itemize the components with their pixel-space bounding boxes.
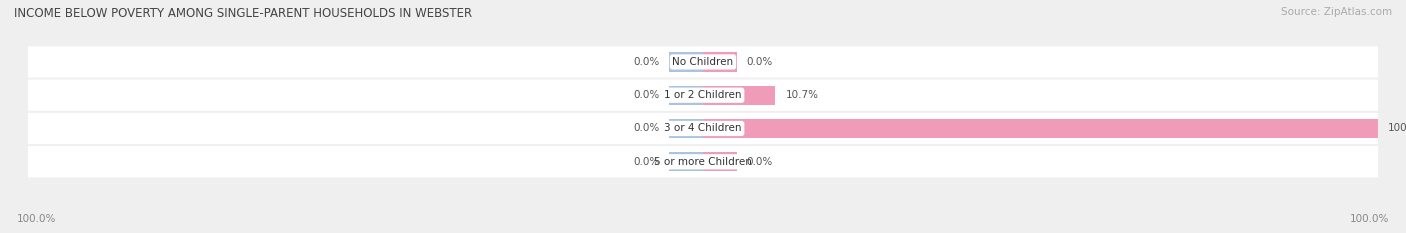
Bar <box>703 86 775 105</box>
Bar <box>703 152 737 171</box>
Bar <box>669 119 703 138</box>
Text: No Children: No Children <box>672 57 734 67</box>
Text: 1 or 2 Children: 1 or 2 Children <box>664 90 742 100</box>
Bar <box>669 152 703 171</box>
Text: 100.0%: 100.0% <box>1388 123 1406 134</box>
Text: 5 or more Children: 5 or more Children <box>654 157 752 167</box>
Text: 0.0%: 0.0% <box>633 90 659 100</box>
Text: 0.0%: 0.0% <box>747 57 773 67</box>
Text: 100.0%: 100.0% <box>17 214 56 224</box>
Text: 100.0%: 100.0% <box>1350 214 1389 224</box>
Bar <box>669 52 703 72</box>
Text: INCOME BELOW POVERTY AMONG SINGLE-PARENT HOUSEHOLDS IN WEBSTER: INCOME BELOW POVERTY AMONG SINGLE-PARENT… <box>14 7 472 20</box>
Text: 0.0%: 0.0% <box>633 123 659 134</box>
Text: 0.0%: 0.0% <box>633 57 659 67</box>
Text: 0.0%: 0.0% <box>633 157 659 167</box>
FancyBboxPatch shape <box>28 46 1378 78</box>
Bar <box>669 86 703 105</box>
Text: 3 or 4 Children: 3 or 4 Children <box>664 123 742 134</box>
FancyBboxPatch shape <box>28 79 1378 111</box>
Bar <box>703 52 737 72</box>
Text: 10.7%: 10.7% <box>786 90 818 100</box>
Bar <box>703 119 1378 138</box>
FancyBboxPatch shape <box>28 146 1378 177</box>
Text: 0.0%: 0.0% <box>747 157 773 167</box>
Text: Source: ZipAtlas.com: Source: ZipAtlas.com <box>1281 7 1392 17</box>
FancyBboxPatch shape <box>28 113 1378 144</box>
